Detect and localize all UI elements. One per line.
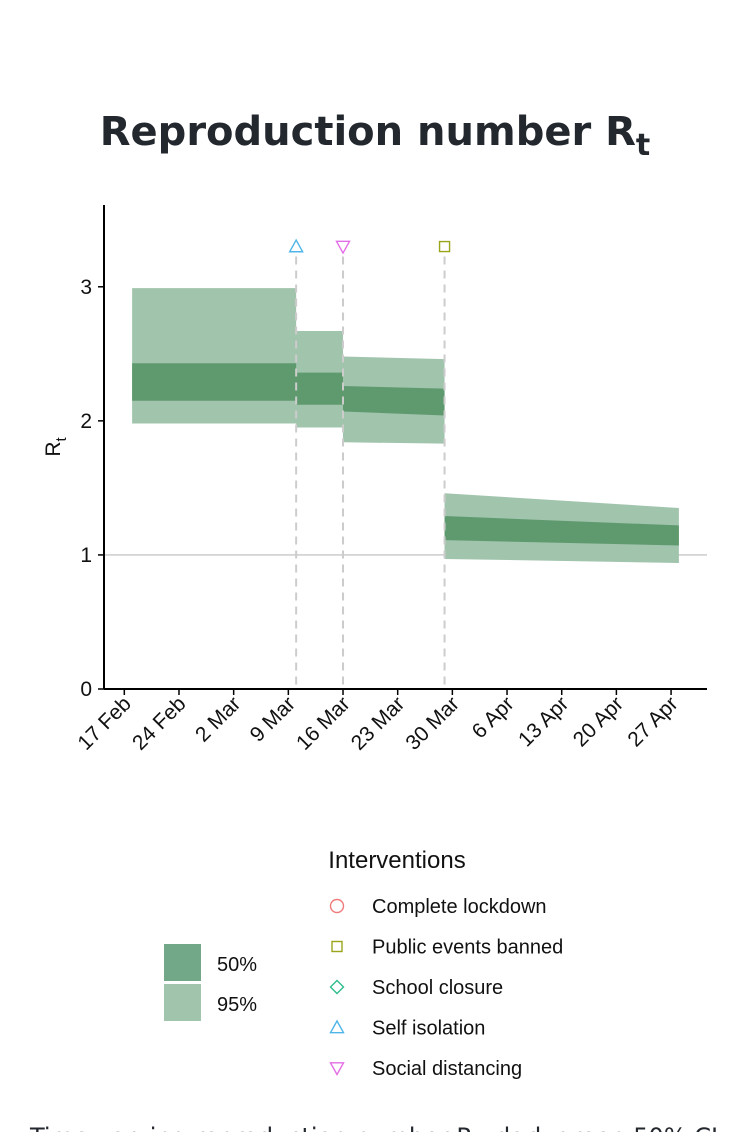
x-tick-label: 16 Mar <box>292 692 354 754</box>
legend-symbol <box>329 898 345 914</box>
x-tick-label: 6 Apr <box>468 692 519 743</box>
y-tick-label: 0 <box>80 678 92 701</box>
title-subscript: t <box>636 128 650 163</box>
legend-symbol <box>329 1019 345 1034</box>
y-label-text: R <box>42 442 65 457</box>
y-tick-label: 2 <box>80 410 92 433</box>
legend-label: Public events banned <box>372 937 563 959</box>
x-tick-label: 13 Apr <box>514 692 573 751</box>
y-axis-label: Rt <box>42 437 70 457</box>
legend-label: 50% <box>217 954 257 976</box>
y-tick-label: 3 <box>80 276 92 299</box>
caption: Time-varying reproduction number Rt, dar… <box>29 1123 718 1132</box>
ci-band <box>132 288 679 563</box>
intervention-marker <box>288 238 304 253</box>
x-tick-label: 24 Feb <box>128 692 191 755</box>
intervention-marker <box>335 240 351 255</box>
legend-symbol <box>331 940 343 953</box>
title-text: Reproduction number R <box>100 109 636 155</box>
chart-title: Reproduction number Rt <box>100 109 651 163</box>
legend-title: Interventions <box>328 847 465 874</box>
intervention-marker <box>438 240 451 253</box>
x-tick-label: 20 Apr <box>569 692 628 751</box>
y-label-subscript: t <box>53 437 70 442</box>
legend-label: Self isolation <box>372 1018 485 1040</box>
caption-text: , dark green 50% CI <box>480 1123 718 1132</box>
legend-swatch <box>164 944 201 981</box>
legend-label: Complete lockdown <box>372 896 547 918</box>
x-tick-label: 2 Mar <box>191 692 245 746</box>
legend-label: 95% <box>217 994 257 1016</box>
legend-label: Social distancing <box>372 1058 522 1080</box>
x-tick-label: 23 Mar <box>347 692 409 754</box>
legend-label: School closure <box>372 977 503 999</box>
x-tick-label: 17 Feb <box>73 692 136 755</box>
legend-swatch <box>164 984 201 1021</box>
legend-symbol <box>329 1062 345 1076</box>
x-tick-label: 27 Apr <box>623 692 682 751</box>
y-tick-label: 1 <box>80 544 92 567</box>
legend-symbol <box>329 979 345 995</box>
ci-band <box>132 363 679 546</box>
x-tick-label: 30 Mar <box>401 692 463 754</box>
caption-text: Time-varying reproduction number R <box>29 1123 473 1132</box>
